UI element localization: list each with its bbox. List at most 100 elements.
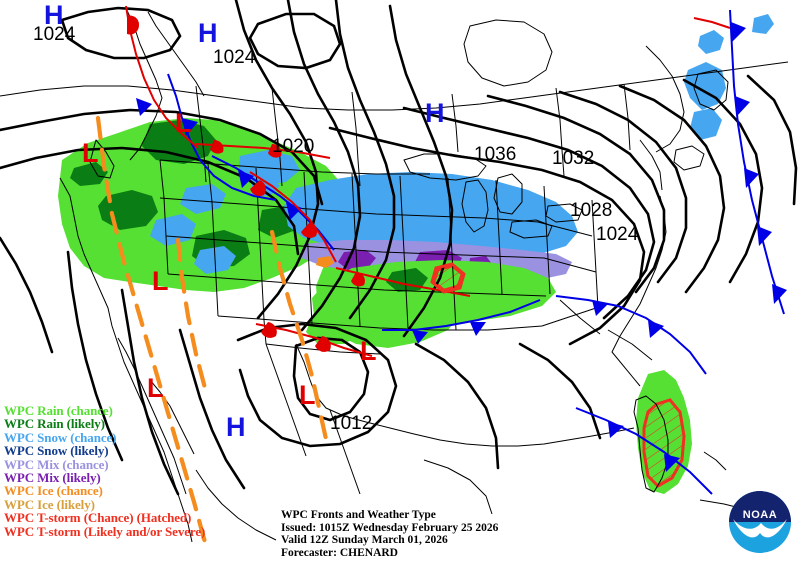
coastline-baja: [117, 337, 187, 495]
isobar-d: [286, 0, 362, 332]
isobar-label-1036: 1036: [474, 144, 517, 165]
isobar-i: [746, 74, 798, 206]
cold-front-southeast: [575, 407, 713, 495]
warm-front-bumps-rockies: [250, 180, 318, 238]
coastline-west: [59, 177, 193, 543]
isobar-1024-nw: [60, 6, 182, 60]
isobar-k: [178, 328, 246, 490]
isobar-e: [334, 0, 396, 320]
great-lakes-michigan: [461, 179, 489, 233]
coastline-east: [611, 195, 667, 387]
coastline-east-upper: [639, 139, 663, 191]
pressure-center-high-3: H: [425, 98, 445, 128]
cold-front-east: [555, 295, 707, 375]
trough-west-coast: [95, 115, 209, 549]
border-mexico: [265, 343, 307, 457]
isobar-1028: [486, 94, 666, 294]
warm-front-bumps-southern: [351, 272, 365, 287]
isobar-a: [0, 108, 324, 206]
warm-front-north-atlantic: [693, 17, 731, 29]
coastline-mexico-west: [195, 469, 277, 541]
isobar-label-1024-b: 1024: [213, 47, 256, 68]
tstorm-hatched-florida: [642, 398, 686, 488]
pressure-center-low-3: L: [152, 266, 169, 296]
coastline-florida: [633, 395, 669, 493]
isobar-p: [518, 342, 602, 440]
isobar-g: [618, 84, 726, 294]
pressure-center-low-6: L: [299, 380, 316, 410]
isobar-label-1032: 1032: [552, 148, 595, 169]
warm-front-bumps-canada: [210, 139, 282, 158]
warm-front-bumps-texas: [261, 322, 331, 352]
tstorm-outline-midwest: [430, 262, 466, 294]
isobar-c: [234, 0, 320, 320]
cold-front-atlantic: [729, 9, 785, 315]
hudson-bay: [463, 19, 553, 87]
isobar-label-1024-c: 1024: [596, 224, 639, 245]
alaska-panhandle: [147, 11, 205, 97]
precip-snow-chance-atlantic: [684, 14, 774, 140]
trough-great-basin: [269, 229, 331, 451]
cold-front-barbs-atlantic: [731, 22, 787, 304]
isobar-n: [0, 236, 54, 354]
border-ca-6: [623, 83, 631, 151]
isobar-j: [236, 322, 398, 448]
vancouver-island: [89, 139, 115, 179]
isobar-label-1024-a: 1024: [33, 24, 76, 45]
noaa-logo-text: NOAA: [743, 509, 777, 521]
isobar-label-1020: 1020: [272, 136, 315, 157]
isobar-label-1028: 1028: [570, 200, 613, 221]
pressure-center-high-4: H: [226, 412, 246, 442]
pressure-center-low-5: L: [360, 336, 377, 366]
coastline-yucatan: [423, 459, 493, 515]
isobar-h: [682, 78, 764, 284]
coastline-labrador: [645, 45, 685, 153]
isobar-layer: [0, 0, 798, 496]
isobar-1024-e: [558, 90, 688, 284]
cold-front-plains: [382, 299, 541, 331]
isobar-1024-n2: [248, 12, 342, 70]
isobar-l: [120, 288, 180, 496]
border-ca-5: [555, 87, 565, 177]
isobar-b: [0, 146, 300, 256]
pressure-center-high-1: H: [44, 0, 64, 30]
warm-front-bumps-pacific: [127, 15, 140, 35]
noaa-logo: NOAA: [729, 491, 791, 553]
coastline-gulf-cal: [149, 379, 195, 455]
cold-front-barbs-west: [238, 170, 302, 220]
cold-front-canada: [167, 73, 277, 201]
isobar-f: [388, 4, 454, 338]
isobar-label-1012: 1012: [330, 413, 373, 434]
warm-front-rockies: [249, 171, 337, 263]
cold-front-barbs-canada: [136, 98, 198, 136]
border-ca-2: [271, 87, 283, 187]
isobar-1032: [402, 106, 656, 320]
border-us-canada: [159, 159, 430, 175]
trough-layer: [95, 115, 331, 549]
pressure-center-low-4: L: [147, 373, 164, 403]
border-ca-1: [195, 85, 207, 183]
great-lakes-erie: [509, 219, 553, 239]
border-ca-4: [451, 93, 459, 153]
precip-ice-chance: [316, 256, 334, 268]
cold-front-barbs-east: [592, 300, 664, 338]
isobar-1012: [292, 336, 370, 422]
coastline-canada-north: [0, 61, 789, 111]
newfoundland: [693, 69, 729, 111]
cold-front-barbs-plains: [412, 322, 486, 344]
isobar-1036: [328, 126, 646, 346]
coastline-bahamas: [703, 451, 727, 471]
pressure-center-high-2: H: [198, 18, 218, 48]
great-lakes-huron: [493, 173, 523, 215]
border-mexico-2: [329, 409, 361, 495]
isobar-m: [66, 250, 124, 462]
isobar-o: [414, 342, 500, 470]
cold-front-layer: [136, 9, 787, 495]
trough-rockies: [175, 237, 209, 395]
pressure-center-low-1: L: [175, 108, 192, 138]
pressure-center-low-2: L: [82, 138, 99, 168]
cold-front-barbs-southeast: [608, 422, 680, 472]
nova-scotia: [673, 145, 705, 171]
